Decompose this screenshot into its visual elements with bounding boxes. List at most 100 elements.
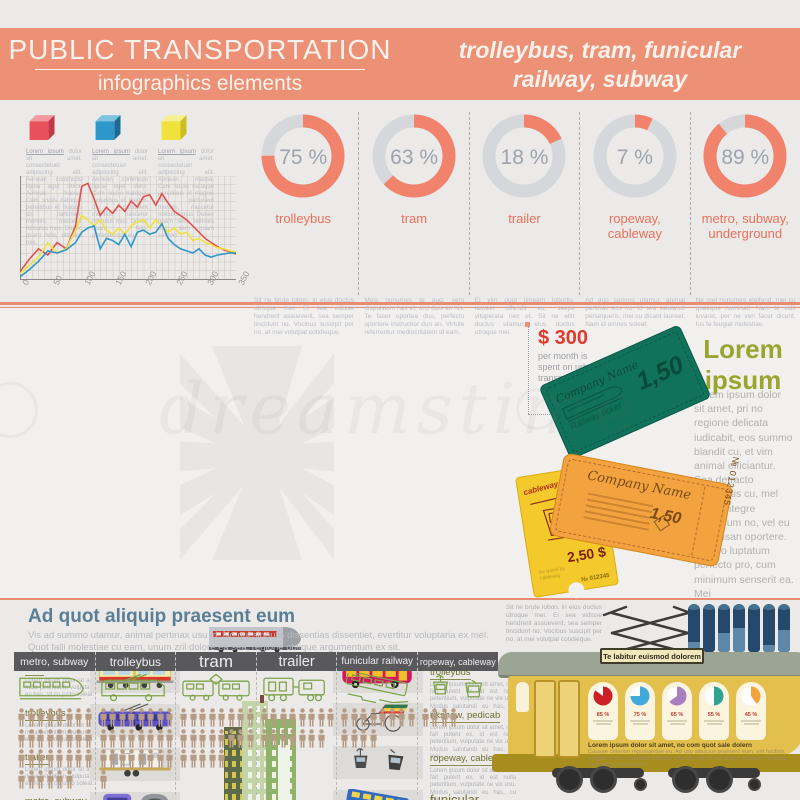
tram-outline-icon xyxy=(176,671,256,705)
person-icon xyxy=(46,769,54,789)
person-icon xyxy=(408,708,415,727)
person-icon xyxy=(75,708,82,727)
section-divider xyxy=(0,302,800,305)
legend-note-lead: Lorem ipsum xyxy=(158,149,196,155)
line-chart-legend: Lorem ipsum dolor sit amet, consectetuer… xyxy=(26,113,214,247)
person-icon xyxy=(247,728,254,748)
person-icon xyxy=(166,728,173,748)
donut-label: trailer xyxy=(508,211,541,226)
right-item-funicular-railway: funicular railwayLorem ipsum dolor sit a… xyxy=(430,792,516,800)
person-icon xyxy=(27,728,35,748)
tram-door-panel xyxy=(558,680,580,758)
donut-cell-5: 89 % metro, subway, underground xyxy=(689,112,800,295)
person-icon xyxy=(99,728,107,748)
person-icon xyxy=(370,708,377,727)
person-icon xyxy=(18,749,25,768)
person-icon xyxy=(18,708,25,727)
column-tram: tram xyxy=(175,652,256,795)
person-icon xyxy=(46,749,54,768)
people-pictogram xyxy=(418,705,498,729)
person-icon xyxy=(180,728,187,748)
person-icon xyxy=(137,728,145,748)
tram-side-window xyxy=(516,682,529,712)
cylinder-bar xyxy=(778,604,790,652)
line-series-blue xyxy=(20,222,236,278)
donut-chart xyxy=(470,112,579,205)
person-icon xyxy=(27,708,35,727)
cylinder-bar xyxy=(718,604,730,652)
right-item-label: funicular railway xyxy=(430,792,516,800)
person-icon xyxy=(118,708,126,727)
people-pictogram xyxy=(14,705,95,790)
person-icon xyxy=(109,708,116,727)
person-icon xyxy=(99,769,107,789)
person-icon xyxy=(109,749,116,768)
tram-text-small: Causae criterion repudiandae eu. Ad usu … xyxy=(588,749,787,768)
donut-cell-3: 18 % trailer xyxy=(468,112,579,295)
ticket-note: for travel by cableway xyxy=(538,565,566,582)
person-icon xyxy=(27,769,35,789)
person-icon xyxy=(261,708,268,727)
donut-label: tram xyxy=(401,211,428,226)
window-caption-line xyxy=(743,723,759,725)
window-caption-line xyxy=(595,723,611,725)
person-icon xyxy=(190,749,197,768)
spend-leader-vline xyxy=(528,326,529,414)
column-funicular-railway: funicular railway xyxy=(336,652,417,795)
line-series-yellow xyxy=(20,214,236,275)
person-icon xyxy=(128,728,135,748)
window-caption-line xyxy=(632,723,648,725)
person-icon xyxy=(18,769,25,789)
city-buildings-icon xyxy=(222,693,302,800)
person-icon xyxy=(118,749,126,768)
person-icon xyxy=(341,708,348,727)
legend-note: Lorem ipsum dolor sit amet, consectetuer… xyxy=(26,149,82,246)
column-header: tram xyxy=(175,652,256,671)
person-icon xyxy=(280,728,287,748)
person-icon xyxy=(99,749,107,768)
person-icon xyxy=(351,708,358,727)
window-caption-line xyxy=(706,723,722,725)
section-divider xyxy=(0,598,800,600)
column-header: trailer xyxy=(255,652,337,671)
watermark-ring xyxy=(0,382,38,438)
tram-door-panel xyxy=(534,680,556,758)
tram-window: 65 % xyxy=(662,682,692,740)
window-pie-percent: 55 % xyxy=(707,712,721,718)
right-item-ropeway-cableway: ropeway, cableway Lorem ipsum dolor sit a… xyxy=(430,748,516,800)
funicular-icon-box xyxy=(333,788,423,800)
subway-outline-icon xyxy=(14,671,95,705)
header-left: PUBLIC TRANSPORTATION infographics eleme… xyxy=(0,28,400,100)
donut-label: ropeway, cableway xyxy=(607,211,662,241)
donut-chart-row: 75 % trolleybus 63 % tram 18 % trailer 7 % rope… xyxy=(248,112,800,297)
window-pie-percent: 75 % xyxy=(633,712,647,718)
person-icon xyxy=(156,708,164,727)
funicular-outline-icon xyxy=(337,671,417,705)
person-icon xyxy=(109,728,116,748)
tram-window: 75 % xyxy=(625,682,655,740)
funicular-icon xyxy=(336,788,420,800)
legend-item-blue-series: Lorem ipsum dolor sit amet, consectetuer… xyxy=(92,113,148,247)
page-title: PUBLIC TRANSPORTATION xyxy=(8,34,392,65)
lorem-heading-line1: Lorem xyxy=(703,334,783,364)
tram-window: 45 % xyxy=(736,682,766,740)
spend-amount: $ 300 xyxy=(538,327,589,349)
tram-wheel-small xyxy=(748,778,761,791)
train-sketch-icon xyxy=(561,386,624,423)
cylinder-bar xyxy=(763,604,775,652)
spend-marker xyxy=(525,322,530,327)
tram-sign: Te labitur euismod dolorem xyxy=(600,648,704,664)
person-icon xyxy=(156,728,164,748)
column-ropeway-cableway: ropeway, cableway xyxy=(416,652,498,795)
spend-caption-line: per month is xyxy=(538,351,588,361)
person-icon xyxy=(128,708,135,727)
tagline-line2: railway, subway xyxy=(512,66,688,92)
person-icon xyxy=(341,728,348,748)
capacity-pictogram-table: metro, subway trolleybus tram trailer funicu… xyxy=(14,652,498,795)
people-pictogram xyxy=(337,705,417,749)
window-pie-chart xyxy=(588,686,618,711)
donut-percent-value: 89 % xyxy=(721,146,770,169)
donut-note: Meis nonumes te quo, vero dispulsiom has… xyxy=(364,297,465,336)
window-pie-chart xyxy=(625,686,655,711)
